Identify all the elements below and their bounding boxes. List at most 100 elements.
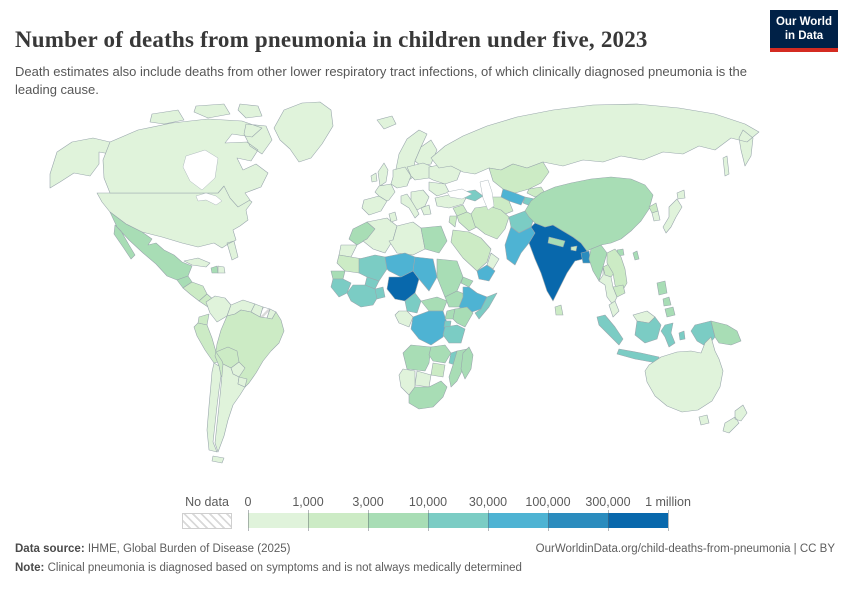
country-iceland[interactable]: Iceland — 0–1,000 [376,115,397,130]
data-source-label: Data source: [15,543,85,555]
country-gabon-congo[interactable]: Gabon & Congo — 0–1,000 [394,310,414,328]
country-sri-lanka[interactable]: Sri Lanka — 1,000–3,000 [554,304,564,316]
country-dominican-republic[interactable]: Dominican Republic — 0–1,000 [217,265,226,274]
country-libya[interactable]: Libya — 0–1,000 [388,221,426,256]
country-south-africa[interactable]: South Africa — 3,000–10,000 [408,380,448,410]
note-text: Clinical pneumonia is diagnosed based on… [44,562,522,574]
legend-scale: 0 1,000 3,000 10,000 30,000 100,000 300,000 1 m… [244,495,691,531]
country-greece[interactable]: Greece — 0–1,000 [420,204,432,216]
country-greenland[interactable]: Greenland — 0–1,000 [273,101,334,163]
country-zambia[interactable]: Zambia — 3,000–10,000 [428,344,452,364]
country-kenya[interactable]: Kenya — 3,000–10,000 [452,306,474,328]
data-source-text: IHME, Global Burden of Disease (2025) [84,543,291,555]
legend-tick-mark [548,510,549,531]
country-mali[interactable]: Mali — 10,000–30,000 [358,254,388,282]
country-central-african-republic[interactable]: Central African Republic — 3,000–10,000 [420,296,448,312]
owid-logo[interactable]: Our World in Data [770,10,838,48]
country-south-korea[interactable]: South Korea — 0–1,000 [651,210,661,222]
no-data-swatch[interactable] [182,513,232,529]
country-drc[interactable]: Democratic Republic of Congo — 30,000–10… [410,310,448,346]
country-nepal[interactable]: Nepal — 3,000–10,000 [547,236,566,248]
country-tanzania[interactable]: Tanzania — 10,000–30,000 [442,324,466,344]
legend-tick-mark [668,510,669,531]
legend-bin-30,000–100,000[interactable] [488,513,548,528]
country-chile[interactable]: Chile — 0–1,000 [206,362,225,464]
note-line: Note: Clinical pneumonia is diagnosed ba… [15,562,522,574]
legend-tick-label: 10,000 [408,495,448,509]
country-eritrea[interactable]: Eritrea — 3,000–10,000 [460,276,474,288]
country-botswana[interactable]: Botswana — 0–1,000 [414,370,432,388]
legend-tick-label: 0 [244,495,252,509]
country-algeria[interactable]: Algeria — 0–1,000 [362,217,398,254]
country-taiwan[interactable]: Taiwan — 3,000–10,000 [632,250,640,261]
country-zimbabwe[interactable]: Zimbabwe — 1,000–3,000 [430,362,446,378]
legend-bin-300,000–1 million[interactable] [608,513,668,528]
country-somalia[interactable]: Somalia — 10,000–30,000 [474,292,498,320]
country-madagascar[interactable]: Madagascar — 3,000–10,000 [460,346,474,380]
country-japan[interactable]: Japan — 0–1,000 [662,189,686,234]
country-iran[interactable]: Iran — 1,000–3,000 [470,205,510,240]
country-finland[interactable]: Finland — 0–1,000 [414,139,438,167]
legend-bin-1,000–3,000[interactable] [308,513,368,528]
country-cambodia[interactable]: Cambodia — 1,000–3,000 [612,284,626,298]
country-jordan-israel[interactable]: Jordan & Israel — 1,000–3,000 [448,215,458,228]
legend-tick-mark [248,510,249,531]
country-romania-bulgaria[interactable]: Romania & Bulgaria — 0–1,000 [428,181,450,197]
country-egypt[interactable]: Egypt — 3,000–10,000 [420,225,448,254]
country-uruguay[interactable]: Uruguay — 0–1,000 [237,376,248,388]
legend-bin-3,000–10,000[interactable] [368,513,428,528]
legend-bin-100,000–300,000[interactable] [548,513,608,528]
country-russia[interactable]: Russia — 0–1,000 [430,103,760,177]
country-mexico[interactable]: Mexico — 3,000–10,000 [109,211,193,281]
country-central-europe[interactable]: Central Europe — 0–1,000 [390,166,412,189]
country-balkans[interactable]: Balkans — 0–1,000 [410,189,430,211]
country-oman[interactable]: Oman — 0–1,000 [486,252,500,270]
country-argentina[interactable]: Argentina — 0–1,000 [214,363,246,453]
legend-tick-mark [368,510,369,531]
country-ireland[interactable]: Ireland — 0–1,000 [370,172,378,183]
country-philippines[interactable]: Philippines — 3,000–10,000 [656,280,676,318]
country-chad[interactable]: Chad — 30,000–100,000 [412,256,438,292]
legend-tick-mark [608,510,609,531]
legend-no-data: No data [182,495,232,529]
country-papua-new-guinea[interactable]: Papua New Guinea — 3,000–10,000 [710,320,742,346]
country-tunisia[interactable]: Tunisia — 0–1,000 [388,211,398,223]
country-senegal[interactable]: Senegal — 3,000–10,000 [330,270,346,280]
water-great-lakes [195,192,223,206]
attribution-link[interactable]: OurWorldinData.org/child-deaths-from-pne… [535,543,835,555]
country-united-kingdom[interactable]: United Kingdom — 0–1,000 [377,162,389,187]
country-australia[interactable]: Australia — 0–1,000 [644,336,724,426]
legend-tick-label: 1,000 [292,495,324,509]
country-pakistan[interactable]: Pakistan — 30,000–100,000 [504,226,536,266]
country-cameroon[interactable]: Cameroon — 10,000–30,000 [404,292,422,314]
legend-tick-label: 30,000 [468,495,508,509]
country-peninsular-malaysia[interactable]: Malaysia (peninsular) — 0–1,000 [608,300,620,318]
no-data-label: No data [185,495,229,509]
country-cuba[interactable]: Cuba — 0–1,000 [183,257,211,268]
legend-bin-0–1,000[interactable] [248,513,308,528]
country-haiti[interactable]: Haiti — 3,000–10,000 [210,265,219,274]
legend-color-bar [248,510,669,531]
country-turkmenistan[interactable]: Turkmenistan — 1,000–3,000 [490,196,514,216]
country-sudan[interactable]: Sudan — 3,000–10,000 [436,258,464,298]
country-yemen[interactable]: Yemen — 30,000–100,000 [476,264,496,282]
country-saudi-arabia[interactable]: Saudi Arabia — 1,000–3,000 [450,229,492,272]
country-myanmar[interactable]: Myanmar — 3,000–10,000 [588,244,608,282]
legend-tick-label: 300,000 [585,495,631,509]
legend-tick-mark [428,510,429,531]
country-italy[interactable]: Italy — 0–1,000 [400,193,420,219]
chart-subtitle: Death estimates also include deaths from… [15,64,747,98]
water-hudson-bay [182,149,219,191]
country-benin-togo[interactable]: Benin & Togo — 10,000–30,000 [374,286,386,300]
country-france[interactable]: France — 0–1,000 [374,183,396,202]
country-angola[interactable]: Angola — 3,000–10,000 [402,344,432,372]
country-kazakhstan[interactable]: Kazakhstan — 1,000–3,000 [488,161,550,194]
country-bhutan[interactable]: Bhutan — 1,000–3,000 [570,245,578,252]
legend-tick-labels: 0 1,000 3,000 10,000 30,000 100,000 300,000 1 m… [244,495,691,511]
legend-bin-10,000–30,000[interactable] [428,513,488,528]
water-caspian-sea [479,179,495,211]
country-new-zealand[interactable]: New Zealand — 0–1,000 [722,404,748,434]
owid-logo-line2: in Data [784,30,824,42]
